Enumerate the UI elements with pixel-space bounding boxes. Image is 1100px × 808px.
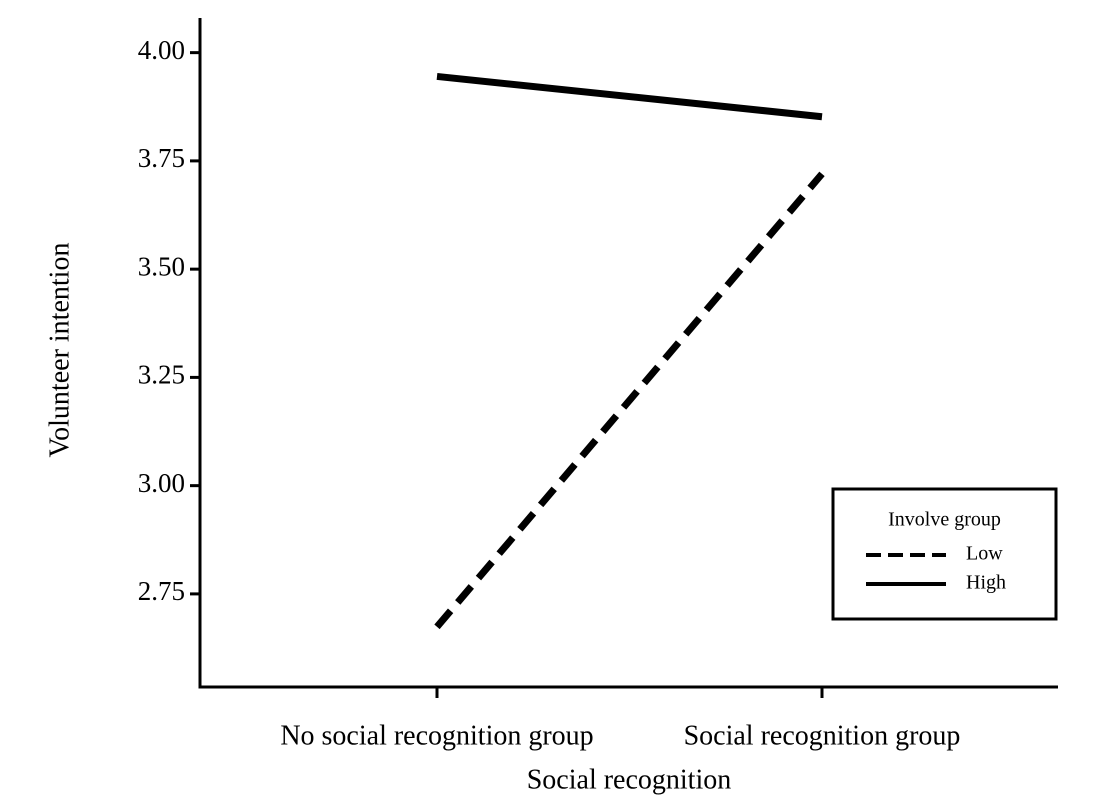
- x-axis-label: Social recognition: [527, 764, 732, 795]
- y-tick-label: 2.75: [138, 576, 185, 606]
- y-tick-label: 3.50: [138, 251, 185, 281]
- y-tick-label: 3.75: [138, 143, 185, 173]
- y-tick-label: 3.25: [138, 360, 185, 390]
- legend-title: Involve group: [888, 509, 1001, 531]
- y-tick-label: 4.00: [138, 35, 185, 65]
- legend-label: High: [966, 572, 1006, 594]
- x-tick-label: Social recognition group: [684, 720, 961, 751]
- data-line: [436, 72, 823, 121]
- y-axis-label: Volunteer intention: [44, 243, 75, 458]
- data-line: [434, 171, 825, 630]
- x-tick-label: No social recognition group: [280, 720, 593, 751]
- legend-label: Low: [966, 543, 1003, 565]
- y-tick-label: 3.00: [138, 468, 185, 498]
